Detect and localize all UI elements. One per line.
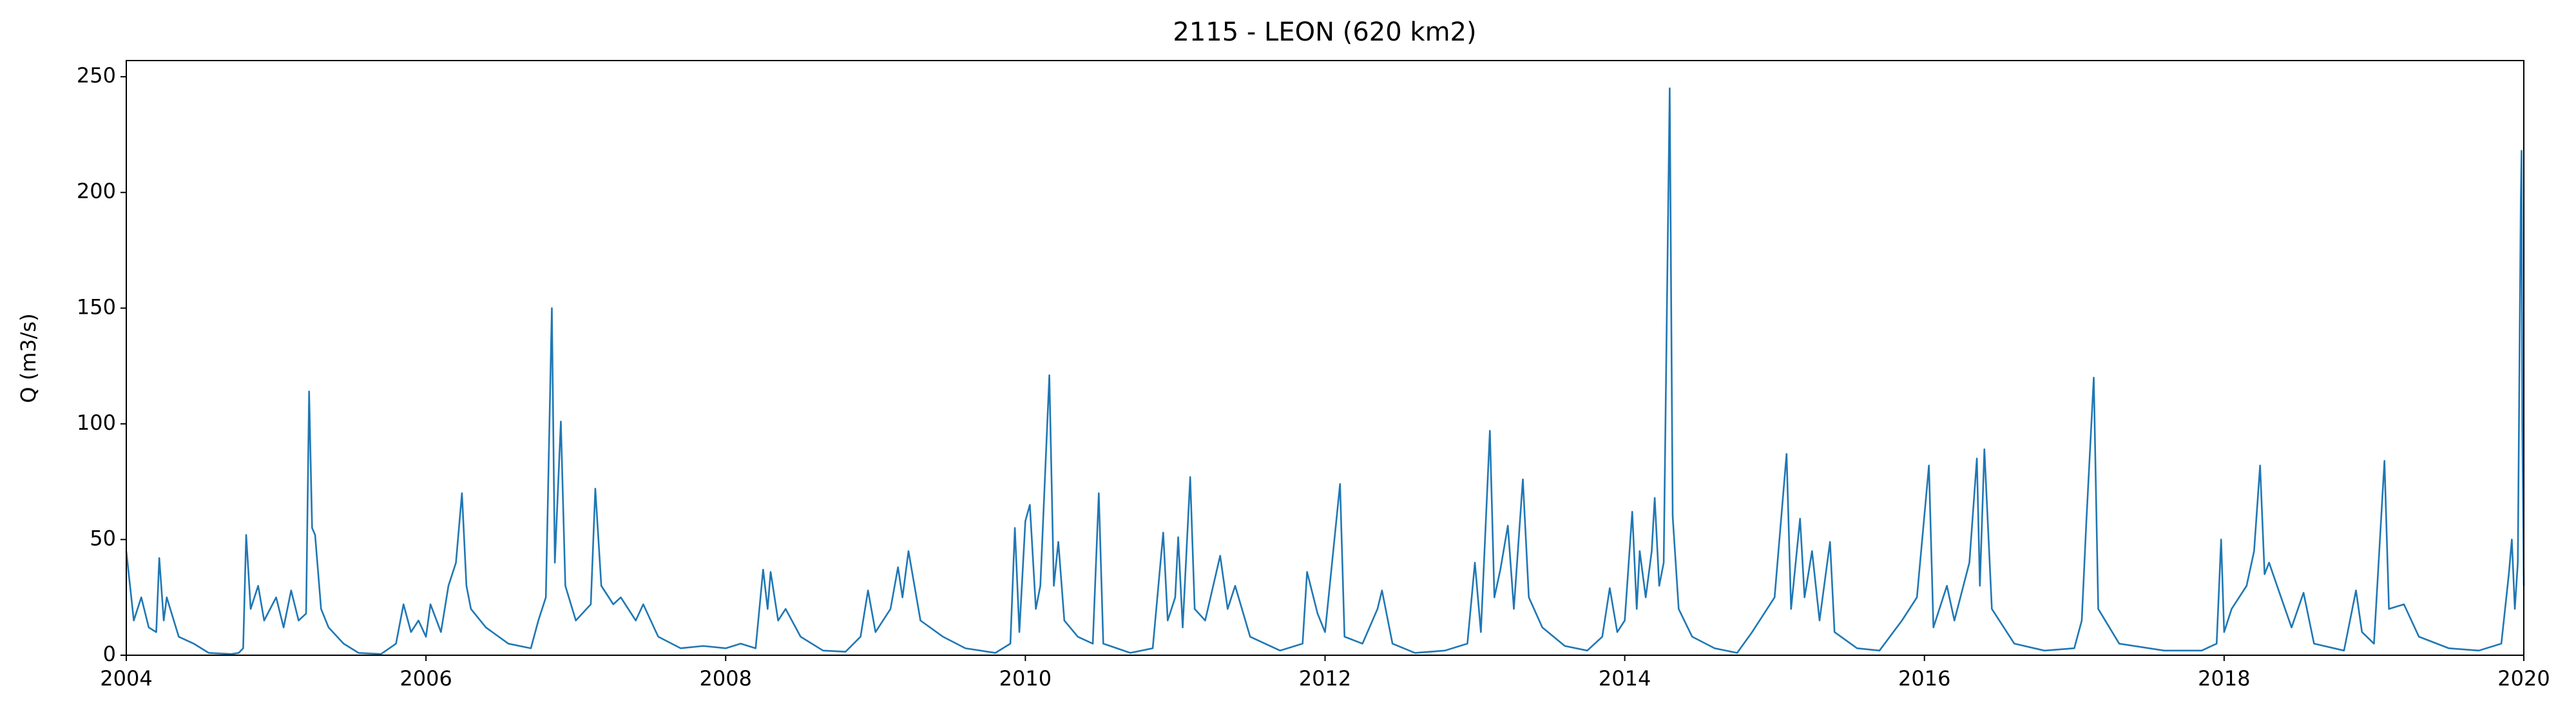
x-tick-label: 2006	[399, 666, 452, 691]
y-tick-label: 0	[103, 642, 116, 666]
x-tick-label: 2012	[1299, 666, 1351, 691]
y-tick-label: 150	[77, 294, 116, 319]
y-tick-label: 50	[90, 526, 116, 550]
x-tick-label: 2020	[2497, 666, 2550, 691]
x-tick-label: 2014	[1599, 666, 1651, 691]
x-tick-label: 2018	[2198, 666, 2250, 691]
y-axis-label: Q (m3/s)	[16, 313, 41, 403]
x-tick-label: 2008	[700, 666, 752, 691]
y-tick-label: 200	[77, 179, 116, 204]
x-tick-label: 2004	[100, 666, 152, 691]
x-tick-label: 2016	[1898, 666, 1950, 691]
y-tick-label: 250	[77, 63, 116, 88]
plot-frame	[126, 60, 2524, 656]
y-tick-label: 100	[77, 410, 116, 435]
flow-line	[125, 87, 2525, 655]
chart-title: 2115 - LEON (620 km2)	[1173, 17, 1476, 47]
x-tick-label: 2010	[999, 666, 1052, 691]
